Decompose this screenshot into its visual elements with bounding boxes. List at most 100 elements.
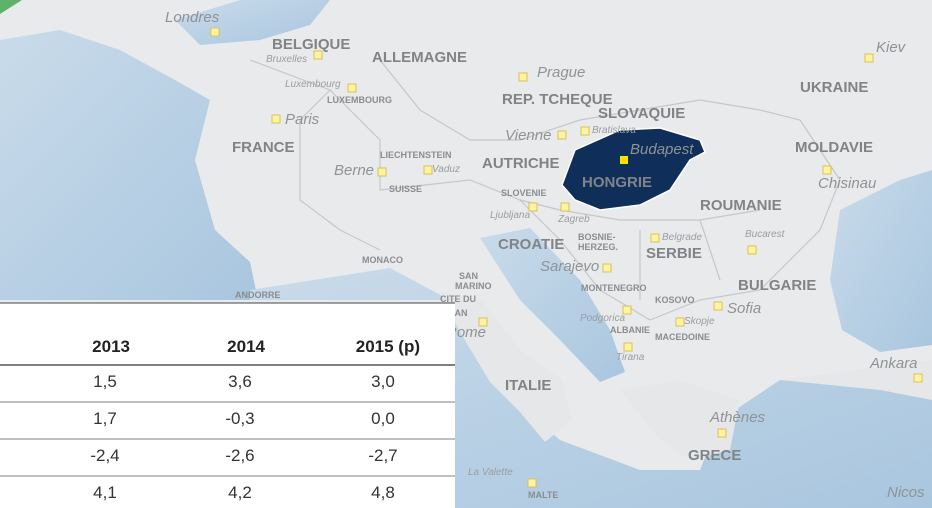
table-header: 2015 (p) [356, 337, 420, 356]
map-label: Chisinau [818, 175, 877, 192]
map-label: Luxembourg [285, 79, 341, 90]
map-label: SERBIE [646, 245, 702, 262]
table-cell: 3,6 [228, 372, 252, 391]
map-label: Kiev [876, 39, 907, 56]
map-label: Budapest [630, 141, 694, 158]
city-marker [864, 53, 874, 63]
map-label: Ljubljana [490, 210, 530, 221]
map-label: SUISSE [389, 184, 422, 194]
map-label: Prague [537, 64, 585, 81]
map-label: ITALIE [505, 377, 551, 394]
city-marker [675, 317, 685, 327]
city-marker [602, 263, 612, 273]
peninsula [440, 292, 932, 460]
table-bg [0, 303, 455, 508]
map-label: Bruxelles [266, 54, 307, 65]
map-label: Sofia [727, 300, 761, 317]
city-marker [650, 233, 660, 243]
table-cell: 4,1 [93, 483, 117, 502]
corner-tab [0, 0, 22, 14]
city-marker [580, 126, 590, 136]
map-label: CAN [448, 308, 468, 318]
table-header: 2014 [227, 337, 265, 356]
table-cell: 4,8 [371, 483, 395, 502]
map-label: CROATIE [498, 236, 564, 253]
borders [249, 59, 841, 321]
hungary [561, 127, 706, 211]
map-label: ALLEMAGNE [372, 49, 467, 66]
city-marker [623, 342, 633, 352]
map-label: LUXEMBOURG [327, 95, 392, 105]
city-marker [747, 245, 757, 255]
map-label: GRECE [688, 447, 741, 464]
map-label: SLOVENIE [501, 188, 547, 198]
map-label: Bratislava [592, 125, 636, 136]
map-label: MACEDOINE [655, 332, 710, 342]
city-marker [622, 305, 632, 315]
map-label: MONACO [362, 255, 403, 265]
capital-marker [620, 156, 628, 164]
table-cell: -0,3 [225, 409, 254, 428]
map-label: Londres [165, 9, 220, 26]
table: 2013 2014 2015 (p) 1,5 3,6 3,0 1,7 -0,3 0,0 -2,4 -… [0, 302, 455, 508]
table-cell: -2,4 [90, 446, 119, 465]
map-label: LIECHTENSTEIN [380, 150, 452, 160]
city-marker [423, 165, 433, 175]
map-label: MARINO [455, 281, 492, 291]
map-label: SAN [459, 271, 478, 281]
map-label: MONTENEGRO [581, 283, 647, 293]
map-label: Ankara [869, 355, 918, 372]
city-marker [528, 202, 538, 212]
map-label: FRANCE [232, 139, 295, 156]
city-marker [560, 202, 570, 212]
city-marker [347, 83, 357, 93]
city-marker [210, 27, 220, 37]
table-cell: 3,0 [371, 372, 395, 391]
table-header: 2013 [92, 337, 130, 356]
map-label: ROUMANIE [700, 197, 782, 214]
map-label: REP. TCHEQUE [502, 91, 613, 108]
map-label: Paris [285, 111, 320, 128]
table-cell: 1,7 [93, 409, 117, 428]
table-cell: -2,7 [368, 446, 397, 465]
table-cell: 4,2 [228, 483, 252, 502]
map-label: Tirana [616, 352, 645, 363]
map-label: MOLDAVIE [795, 139, 873, 156]
map-label: SLOVAQUIE [598, 105, 685, 122]
map-label: Zagreb [557, 214, 590, 225]
map-label: BELGIQUE [272, 36, 350, 53]
map-label: Rome [446, 324, 486, 341]
map-label: Vienne [505, 127, 551, 144]
map-label: BULGARIE [738, 277, 816, 294]
map-label: Skopje [684, 316, 715, 327]
city-marker [527, 478, 537, 488]
city-marker [518, 72, 528, 82]
city-marker [377, 167, 387, 177]
map-label: ANDORRE [235, 290, 281, 300]
map-label: Nicos [887, 484, 925, 501]
map-label: Bucarest [745, 229, 786, 240]
city-marker [713, 301, 723, 311]
table-cell: 1,5 [93, 372, 117, 391]
map-label: Berne [334, 162, 374, 179]
table-cell: 0,0 [371, 409, 395, 428]
city-marker [717, 428, 727, 438]
map-label: CITE DU [440, 294, 476, 304]
city-marker [557, 130, 567, 140]
map-label: ALBANIE [610, 325, 650, 335]
map-label: AUTRICHE [482, 155, 560, 172]
map-label: KOSOVO [655, 295, 695, 305]
map-label: Podgorica [580, 313, 625, 324]
map-label: Vaduz [432, 164, 460, 175]
table-cell: -2,6 [225, 446, 254, 465]
map-label: HONGRIE [582, 174, 652, 191]
city-marker [822, 165, 832, 175]
map-label: Sarajevo [540, 258, 599, 275]
map-label: MALTE [528, 490, 558, 500]
map-label: La Valette [468, 467, 513, 478]
city-marker [478, 317, 488, 327]
city-marker [271, 114, 281, 124]
map-label: UKRAINE [800, 79, 868, 96]
